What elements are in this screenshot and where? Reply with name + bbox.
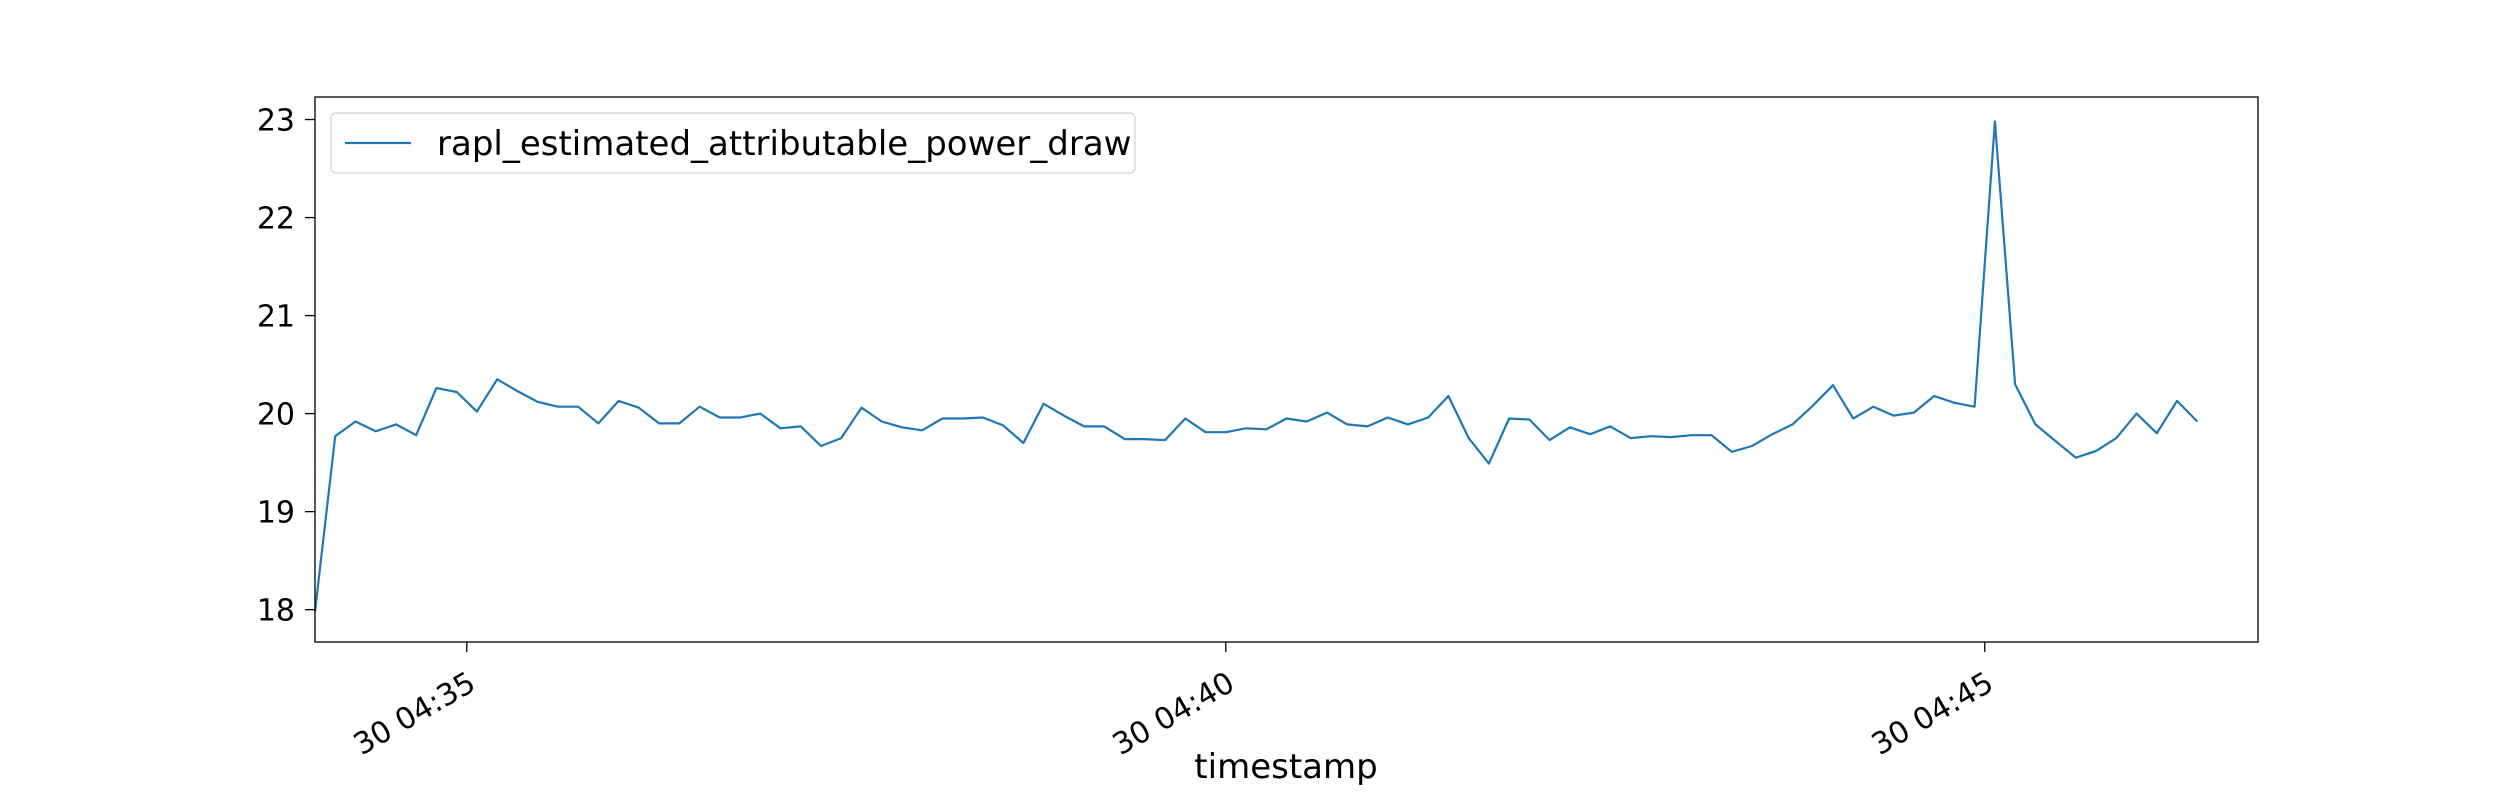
y-tick-label: 23 bbox=[257, 104, 295, 139]
y-tick-label: 20 bbox=[257, 398, 295, 433]
x-tick-label: 30 04:45 bbox=[1866, 665, 2000, 762]
legend-box bbox=[330, 112, 1136, 174]
series-line-0 bbox=[313, 120, 2199, 612]
y-tick-label: 19 bbox=[257, 496, 295, 531]
y-tick-label: 18 bbox=[257, 594, 295, 629]
plot-frame bbox=[314, 96, 2259, 643]
y-tick-label: 22 bbox=[257, 202, 295, 237]
y-tick-label: 21 bbox=[257, 300, 295, 335]
plot-area bbox=[313, 120, 2199, 612]
x-tick-label: 30 04:35 bbox=[348, 665, 482, 762]
legend-label: rapl_estimated_attributable_power_draw bbox=[437, 124, 1132, 164]
x-axis-label: timestamp bbox=[1194, 747, 1377, 787]
legend: rapl_estimated_attributable_power_draw bbox=[330, 112, 1136, 174]
